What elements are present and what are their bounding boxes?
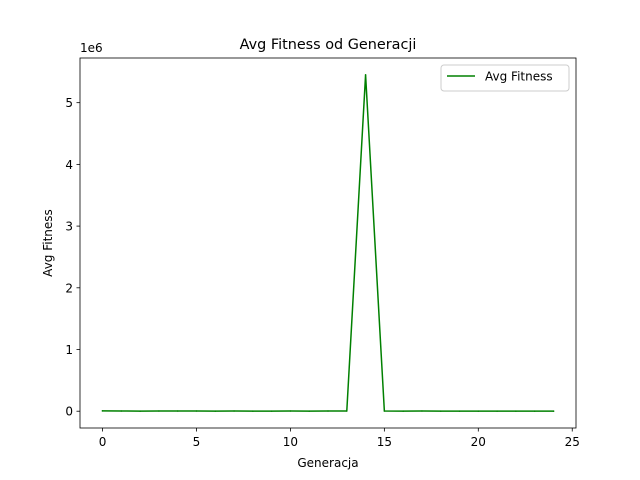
data-point <box>289 410 292 412</box>
data-point <box>233 410 235 412</box>
data-point <box>270 410 273 412</box>
data-point <box>458 410 461 412</box>
y-tick-label: 3 <box>65 220 73 234</box>
data-point <box>101 410 104 412</box>
legend-frame <box>440 64 570 92</box>
x-tick-label: 5 <box>193 435 201 449</box>
series-layer <box>101 74 555 412</box>
y-tick-label: 5 <box>65 96 73 110</box>
y-axis-label: Avg Fitness <box>41 209 55 277</box>
y-tick-label: 2 <box>65 281 73 295</box>
x-tick-label: 0 <box>99 435 107 449</box>
data-point <box>496 410 498 412</box>
data-point <box>515 410 517 412</box>
y-tick-label: 4 <box>65 158 73 172</box>
plot-area-background <box>80 58 576 428</box>
data-point <box>327 410 329 412</box>
data-point <box>364 74 367 76</box>
y-axis-offset-label: 1e6 <box>80 41 103 55</box>
data-point <box>139 410 141 412</box>
legend: Avg Fitness <box>440 64 570 92</box>
y-axis: 0 1 2 3 4 5 <box>65 96 80 419</box>
x-axis-label: Generacja <box>297 456 358 470</box>
chart-title: Avg Fitness od Generacji <box>240 37 417 53</box>
data-point <box>402 410 404 412</box>
data-point <box>421 410 423 412</box>
data-point <box>383 410 386 412</box>
data-point <box>158 410 160 412</box>
data-point <box>195 410 198 412</box>
y-tick-label: 0 <box>65 405 73 419</box>
data-point <box>120 410 123 412</box>
plot-frame <box>79 57 577 429</box>
x-tick-label: 15 <box>377 435 392 449</box>
x-tick-label: 25 <box>565 435 580 449</box>
x-tick-label: 10 <box>283 435 298 449</box>
data-point <box>552 410 555 412</box>
legend-label-avg-fitness: Avg Fitness <box>485 70 553 84</box>
y-tick-label: 1 <box>65 343 73 357</box>
data-point <box>176 410 179 412</box>
data-point <box>346 410 348 412</box>
data-point <box>477 410 480 412</box>
x-tick-label: 20 <box>471 435 486 449</box>
data-point <box>308 410 310 412</box>
data-point <box>533 410 536 412</box>
data-point <box>252 410 254 412</box>
x-axis: 0 5 10 15 20 25 <box>99 428 580 449</box>
data-point <box>214 410 217 412</box>
data-point <box>439 410 442 412</box>
